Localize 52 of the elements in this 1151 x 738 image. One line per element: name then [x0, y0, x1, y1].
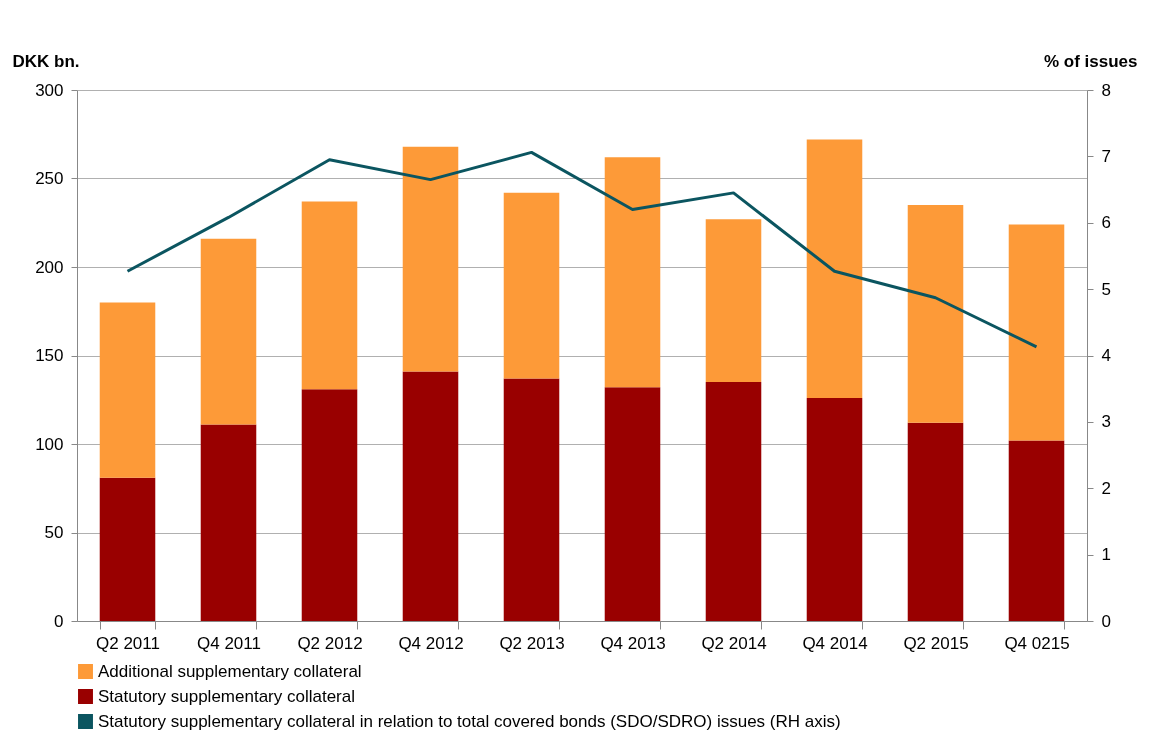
- x-tick-label: Q4 2014: [802, 633, 868, 653]
- bar: [503, 378, 560, 621]
- x-tick-label: Q2 2014: [701, 633, 767, 653]
- bar: [907, 205, 964, 423]
- x-tick-label: Q2 2012: [297, 633, 363, 653]
- bar: [705, 382, 762, 621]
- y2-tick-label: 0: [1101, 611, 1111, 631]
- y-tick-label: 100: [35, 434, 64, 454]
- y2-tick-label: 4: [1101, 346, 1111, 365]
- bar: [604, 387, 661, 621]
- legend-label: Statutory supplementary collateral in relation to total covered bonds (SDO/SDRO) issues (RH axis): [98, 711, 841, 731]
- y-axis-title: DKK bn.: [12, 51, 80, 71]
- bar: [99, 477, 156, 621]
- y2-tick-label: 1: [1101, 545, 1111, 565]
- bar: [503, 192, 560, 379]
- bar: [301, 201, 358, 390]
- x-tick-label: Q2 2015: [903, 633, 969, 653]
- x-tick-label: Q4 2011: [197, 633, 261, 653]
- y2-axis-title: % of issues: [1043, 51, 1138, 71]
- x-tick-label: Q2 2011: [96, 633, 160, 653]
- legend-label: Additional supplementary collateral: [98, 661, 362, 681]
- y-tick-label: 50: [44, 523, 64, 542]
- bar: [99, 302, 156, 478]
- bar: [604, 157, 661, 388]
- x-tick-label: Q4 2013: [600, 633, 666, 653]
- line-series: [126, 150, 1038, 349]
- x-tick-label: Q4 0215: [1004, 633, 1070, 653]
- x-tick-label: Q2 2013: [499, 633, 565, 653]
- bar: [301, 389, 358, 621]
- y2-tick-label: 7: [1101, 146, 1111, 166]
- bar: [907, 422, 964, 621]
- legend-label: Statutory supplementary collateral: [98, 686, 356, 706]
- y-tick-label: 300: [35, 80, 64, 100]
- y-tick-label: 0: [54, 611, 64, 631]
- y2-tick-label: 2: [1101, 478, 1111, 498]
- y2-tick-label: 6: [1101, 213, 1111, 233]
- y-tick-label: 250: [35, 169, 64, 188]
- bar: [402, 371, 459, 621]
- bar: [1008, 440, 1065, 621]
- bar: [1008, 224, 1065, 441]
- bar: [806, 397, 863, 621]
- bar: [705, 219, 762, 383]
- bar: [806, 139, 863, 398]
- y-tick-label: 150: [35, 346, 64, 365]
- y2-tick-label: 5: [1101, 279, 1111, 299]
- bar: [402, 146, 459, 372]
- bar: [200, 238, 257, 425]
- y-tick-label: 200: [35, 257, 64, 277]
- x-tick-label: Q4 2012: [398, 633, 464, 653]
- y2-tick-label: 8: [1101, 80, 1111, 100]
- y2-tick-label: 3: [1101, 412, 1111, 432]
- bar: [200, 424, 257, 621]
